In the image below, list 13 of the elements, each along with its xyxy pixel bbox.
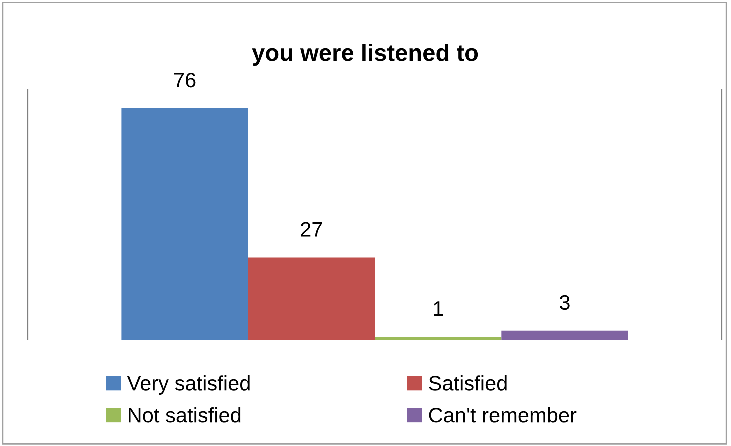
chart-title: you were listened to: [252, 44, 478, 66]
data-label: 27: [301, 222, 322, 237]
legend-label: Satisfied: [429, 376, 507, 391]
data-label: 3: [560, 295, 570, 310]
bar: [502, 330, 628, 340]
bar: [375, 336, 502, 340]
bar: [122, 108, 248, 340]
legend-label: Not satisfied: [129, 407, 241, 423]
data-label: 1: [434, 302, 444, 316]
legend-label: Very satisfied: [127, 376, 250, 395]
bar: [248, 258, 375, 340]
data-label: 76: [174, 72, 196, 88]
legend-label: Can't remember: [429, 407, 577, 423]
